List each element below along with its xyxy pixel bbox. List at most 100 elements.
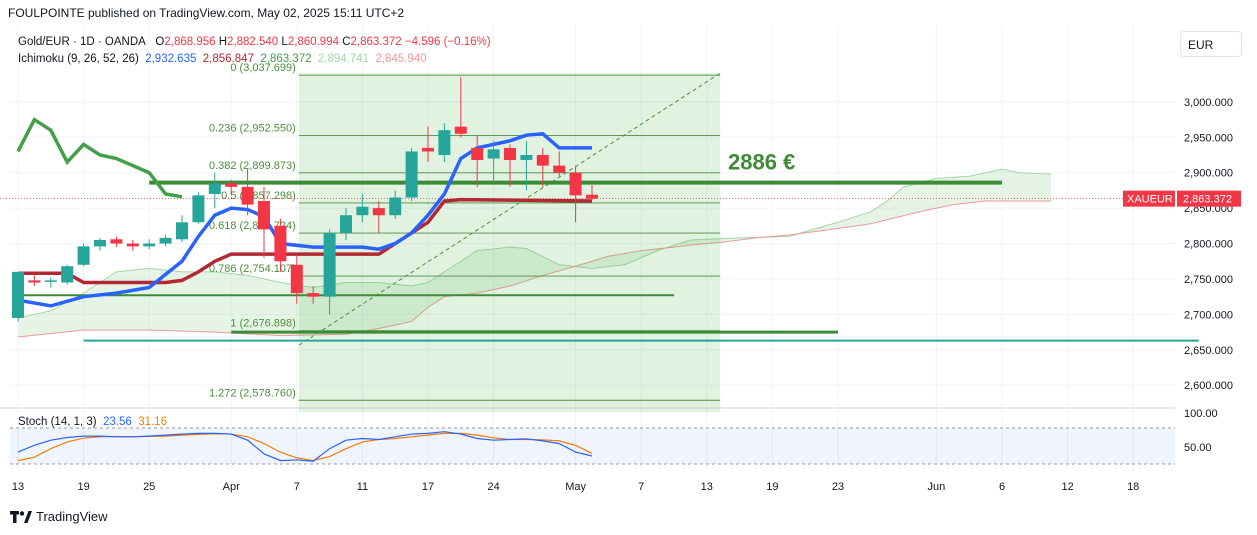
candle[interactable]	[340, 208, 352, 240]
time-tick-label: 18	[1127, 481, 1139, 493]
stoch-d-value: 31.16	[138, 416, 167, 428]
candle[interactable]	[274, 218, 287, 272]
fib-level-label: 0.786 (2,754.107)	[209, 263, 296, 275]
candle[interactable]	[225, 179, 238, 194]
candle-body	[323, 232, 336, 297]
candle[interactable]	[438, 123, 451, 163]
price-axis[interactable]: 3,000.0002,950.0002,900.0002,850.0002,80…	[1123, 97, 1241, 454]
target-annotation[interactable]: 2886 €	[728, 150, 795, 175]
candle[interactable]	[487, 140, 500, 184]
candle-body	[44, 280, 57, 282]
candle[interactable]	[323, 229, 336, 315]
candle[interactable]	[422, 126, 434, 163]
fibonacci-retracement[interactable]: 0 (3,037.699) 0.236 (2,952.550) 0.382 (2,8…	[209, 62, 721, 413]
candle-body	[28, 280, 41, 283]
candle-body	[12, 271, 24, 318]
candle[interactable]	[94, 237, 106, 251]
symbol-legend[interactable]: Gold/EUR · 1D · OANDA O2,868.956 H2,882.…	[18, 36, 491, 48]
tenkan-value: 2,932.635	[145, 53, 197, 65]
span-b-value: 2,845.940	[375, 53, 427, 65]
stoch-label: Stoch (14, 1, 3)	[18, 416, 97, 428]
open-label: O	[155, 36, 165, 48]
candle[interactable]	[471, 135, 484, 187]
time-tick-label: 11	[357, 481, 368, 493]
candle[interactable]	[208, 172, 221, 209]
ichimoku-legend[interactable]: Ichimoku (9, 26, 52, 26) 2,932.635 2,856…	[18, 53, 427, 65]
span-b-line	[17, 200, 1052, 338]
publish-header: FOULPOINTE published on TradingView.com,…	[8, 6, 405, 20]
candle[interactable]	[504, 144, 516, 187]
candle-body	[110, 239, 123, 244]
candle[interactable]	[110, 236, 123, 248]
candle-body	[569, 172, 582, 196]
fib-level-label: 0.236 (2,952.550)	[209, 122, 296, 134]
high-value: 2,882.540	[227, 36, 279, 48]
candle-body	[192, 195, 205, 223]
candle[interactable]	[520, 140, 533, 191]
candle[interactable]	[307, 286, 320, 304]
stochastic-pane[interactable]	[10, 427, 1175, 465]
candle[interactable]	[569, 165, 582, 223]
open-value: 2,868.956	[164, 36, 216, 48]
candle-body	[405, 151, 418, 198]
stoch-k-line	[17, 431, 593, 462]
chikou-span-line	[16, 117, 183, 199]
time-tick-label: 19	[766, 481, 778, 493]
candle-body	[454, 126, 467, 134]
footer-brand[interactable]: TradingView	[10, 509, 108, 524]
candle-body	[504, 147, 516, 160]
fib-level-label: 0 (3,037.699)	[230, 62, 295, 74]
last-price-tag[interactable]	[1177, 190, 1241, 207]
candle[interactable]	[536, 147, 549, 187]
stoch-k-value: 23.56	[103, 416, 132, 428]
symbol-tag[interactable]	[1123, 190, 1175, 207]
candle[interactable]	[176, 215, 188, 243]
stoch-legend[interactable]: Stoch (14, 1, 3) 23.56 31.16	[18, 416, 167, 428]
candle[interactable]	[44, 277, 57, 288]
symbol-name: Gold/EUR · 1D · OANDA	[18, 36, 146, 48]
candle-body	[258, 201, 270, 230]
price-tick-label: 2,650.000	[1184, 345, 1233, 357]
candle[interactable]	[143, 239, 156, 250]
time-tick-label: 19	[77, 481, 89, 493]
candle[interactable]	[405, 147, 418, 202]
candle-body	[372, 208, 385, 216]
candle-body	[356, 206, 369, 216]
candle[interactable]	[77, 243, 90, 267]
candle[interactable]	[553, 151, 566, 177]
time-tick-label: Jun	[928, 481, 946, 493]
time-tick-label: 7	[638, 481, 644, 493]
candle-body	[225, 183, 238, 187]
candle-body	[77, 246, 90, 265]
price-tick-label: 2,600.000	[1184, 380, 1233, 392]
price-tick-label: 2,800.000	[1184, 239, 1233, 251]
candle[interactable]	[126, 240, 139, 251]
candles[interactable]	[12, 77, 598, 322]
candle[interactable]	[389, 190, 402, 219]
candle-body	[143, 243, 156, 247]
candle[interactable]	[192, 192, 205, 224]
candle-body	[208, 183, 221, 194]
time-axis[interactable]: 13 19 25 Apr 7 11 17 24 May 7 13 19 23 Jun 6 12 18	[12, 481, 1139, 493]
candle[interactable]	[28, 275, 41, 287]
candle[interactable]	[258, 186, 270, 258]
candle[interactable]	[61, 264, 74, 285]
candle[interactable]	[454, 77, 467, 138]
candle[interactable]	[290, 254, 303, 304]
change-value: −4.596 (−0.16%)	[404, 36, 491, 48]
candle[interactable]	[159, 235, 172, 247]
candle-body	[520, 155, 533, 160]
candle[interactable]	[12, 271, 24, 322]
currency-button[interactable]: EUR	[1180, 31, 1242, 57]
candle[interactable]	[372, 201, 385, 233]
candle[interactable]	[241, 169, 254, 216]
footer-brand-text: TradingView	[36, 509, 108, 524]
time-tick-label: 23	[832, 481, 844, 493]
close-label: C	[342, 36, 351, 48]
time-tick-label: 13	[701, 481, 713, 493]
kijun-value: 2,856.847	[202, 53, 254, 65]
candle[interactable]	[356, 193, 369, 223]
time-tick-label: 12	[1061, 481, 1073, 493]
candle[interactable]	[586, 185, 598, 201]
